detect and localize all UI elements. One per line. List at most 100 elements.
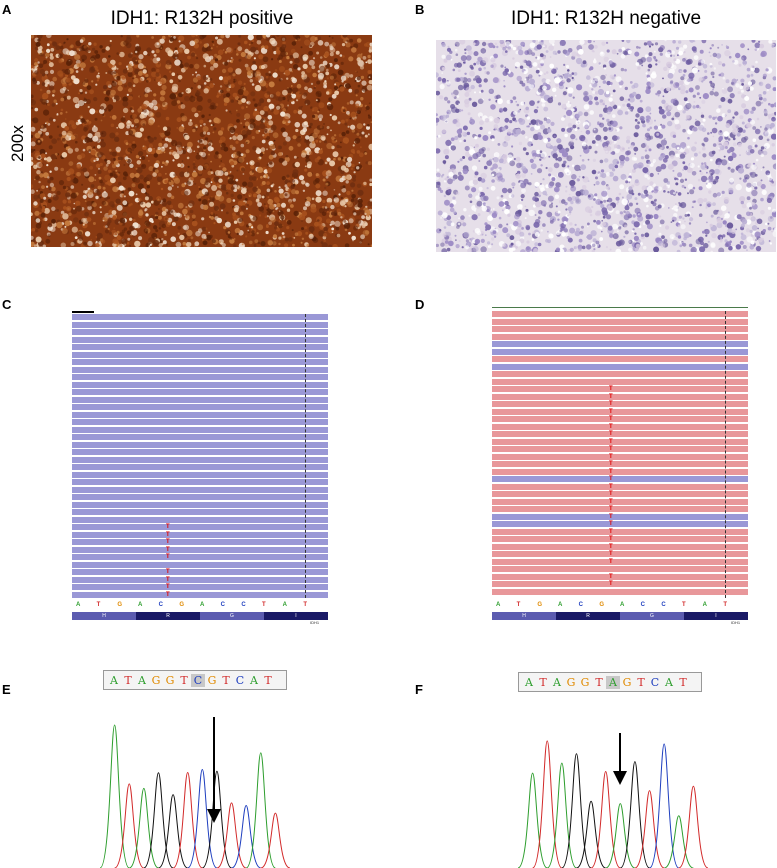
- read-row: [72, 479, 328, 485]
- mismatch-base: T: [609, 543, 613, 550]
- read-row: [492, 371, 748, 377]
- read-row: [492, 423, 748, 430]
- chromatogram-peak: [245, 752, 276, 868]
- reference-base: C: [220, 602, 225, 608]
- sanger-base: T: [595, 675, 603, 689]
- mismatch-base: T: [609, 423, 613, 430]
- read-row: [492, 468, 748, 475]
- reference-base: C: [578, 602, 583, 608]
- sanger-base: G: [566, 675, 576, 689]
- mismatch-base: T: [609, 483, 613, 490]
- mismatch-base: T: [609, 521, 613, 527]
- read-row: [492, 498, 748, 505]
- read-row: [72, 359, 328, 365]
- read-row: [72, 509, 328, 515]
- mismatch-base: T: [166, 531, 170, 538]
- read-row: [72, 539, 328, 545]
- read-row: [72, 554, 328, 560]
- read-row: [492, 528, 748, 535]
- reference-base: A: [76, 602, 81, 608]
- read-row: [72, 404, 328, 410]
- read-row: [492, 348, 748, 355]
- chromatogram-peak: [518, 772, 548, 868]
- read-row: [492, 416, 748, 422]
- ihc-negative-image: [436, 40, 776, 252]
- read-row: [492, 341, 748, 347]
- amino-acid: G: [200, 612, 264, 620]
- read-row: [72, 351, 328, 358]
- chromatogram-e: [100, 717, 290, 868]
- chromatogram-peak: [619, 761, 651, 868]
- mismatch-base: T: [609, 476, 613, 482]
- magnification-label: 200x: [8, 125, 27, 162]
- chromatogram-peak: [216, 802, 247, 868]
- sanger-base: T: [679, 675, 687, 689]
- read-row: [72, 531, 328, 538]
- panel-letter-f: F: [415, 682, 423, 697]
- amino-acid: R: [136, 612, 200, 620]
- read-row: [72, 426, 328, 433]
- read-row: [492, 483, 748, 490]
- reference-base: G: [179, 602, 184, 608]
- amino-acid: I: [264, 612, 328, 620]
- mismatch-base: T: [609, 401, 613, 407]
- panel-a-title: IDH1: R132H positive: [110, 8, 294, 29]
- read-row: [72, 381, 328, 388]
- sanger-base: A: [606, 675, 620, 689]
- panel-letter-d: D: [415, 297, 425, 312]
- chromatogram-peak: [201, 770, 233, 868]
- mismatch-base: T: [609, 506, 613, 512]
- read-row: [492, 408, 748, 415]
- read-row: [492, 461, 748, 467]
- chromatogram-peak: [100, 724, 130, 868]
- sanger-base: A: [250, 673, 258, 687]
- sanger-base: A: [110, 673, 118, 687]
- reference-base: A: [138, 602, 143, 608]
- sanger-base: A: [665, 675, 673, 689]
- gene-label-d: IDH1: [731, 620, 741, 625]
- mismatch-base: T: [609, 416, 613, 422]
- sanger-base: G: [165, 673, 175, 687]
- read-row: [72, 464, 328, 470]
- read-row: [72, 494, 328, 500]
- read-row: [492, 453, 748, 460]
- reference-base: G: [599, 602, 604, 608]
- sanger-base: C: [235, 673, 245, 687]
- chromatogram-peak: [561, 753, 592, 868]
- reference-base: C: [640, 602, 645, 608]
- mismatch-base: T: [609, 551, 613, 557]
- mismatch-base: T: [166, 591, 170, 598]
- read-row: [72, 561, 328, 568]
- sanger-base: T: [539, 675, 547, 689]
- read-row: [492, 363, 748, 370]
- mismatch-base: T: [609, 513, 613, 520]
- read-row: [492, 446, 748, 452]
- read-row: [492, 378, 748, 385]
- read-row: [492, 558, 748, 565]
- arrow-head: [207, 809, 221, 823]
- read-row: [72, 584, 328, 590]
- read-row: [72, 336, 328, 343]
- read-row: [72, 321, 328, 328]
- sanger-base: A: [525, 675, 533, 689]
- read-row: [72, 411, 328, 418]
- read-row: [492, 356, 748, 362]
- chromatogram-peak: [158, 794, 188, 868]
- read-row: [72, 419, 328, 425]
- panel-letter-a: A: [2, 2, 12, 17]
- track-top-line: [492, 307, 748, 308]
- amino-acid: I: [684, 612, 748, 620]
- panel-letter-e: E: [2, 682, 11, 697]
- mismatch-base: T: [609, 468, 613, 475]
- read-row: [72, 569, 328, 575]
- sanger-base: T: [124, 673, 132, 687]
- read-row: [492, 521, 748, 527]
- mismatch-base: T: [166, 524, 170, 530]
- chromatogram-peak: [172, 771, 203, 868]
- read-row: [72, 456, 328, 463]
- read-row: [72, 314, 328, 320]
